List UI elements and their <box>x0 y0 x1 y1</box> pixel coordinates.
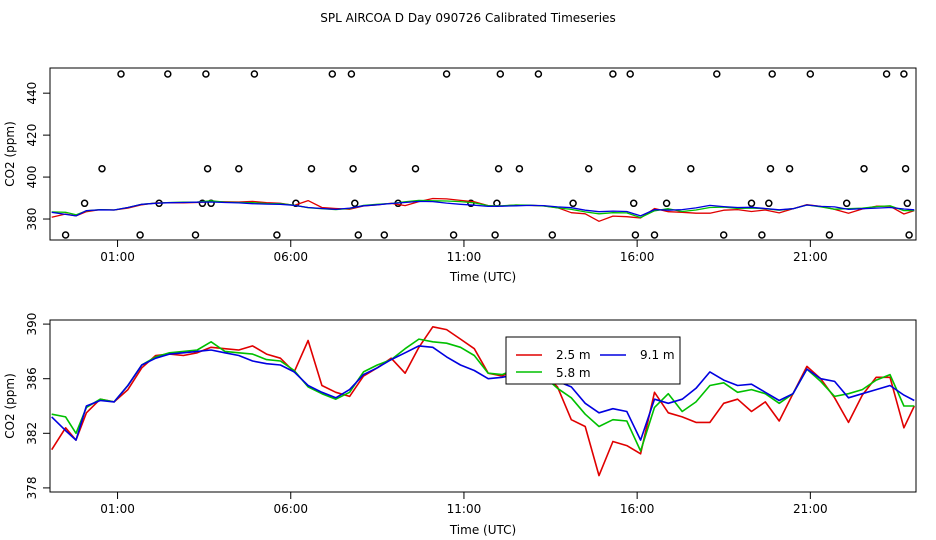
series-line-9-1-m <box>51 345 915 441</box>
series-line-9-1-m <box>51 200 915 217</box>
x-tick-label: 01:00 <box>100 250 135 264</box>
y-tick-label: 420 <box>25 124 39 147</box>
panel-bottom: 01:00 06:00 11:00 16:00 21:00 378 382 386 390 T… <box>3 313 917 537</box>
outlier-point <box>534 70 543 78</box>
outlier-point <box>203 164 212 173</box>
x-tick-label: 21:00 <box>793 250 828 264</box>
y-tick-label: 400 <box>25 166 39 189</box>
y-axis-label-bottom: CO2 (ppm) <box>3 373 17 439</box>
outlier-point <box>629 199 638 208</box>
outlier-point <box>202 70 210 78</box>
outlier-point <box>569 199 577 208</box>
outlier-point <box>61 231 70 239</box>
outlier-point <box>860 164 868 173</box>
series-lines-top <box>51 197 915 222</box>
x-tick-label: 16:00 <box>620 502 655 516</box>
outlier-point <box>758 231 766 239</box>
x-axis-top: 01:00 06:00 11:00 16:00 21:00 <box>100 239 828 264</box>
outlier-point <box>515 164 524 173</box>
outlier-point <box>250 70 259 78</box>
outlier-point <box>235 164 243 173</box>
outlier-point <box>347 70 356 78</box>
legend-label-2-5m: 2.5 m <box>556 348 591 362</box>
outlier-point <box>198 199 207 208</box>
outlier-point <box>842 199 851 208</box>
outlier-point <box>747 199 756 208</box>
series-line-2-5-m <box>51 325 916 477</box>
outlier-point <box>900 70 908 78</box>
outlier-point <box>411 164 420 173</box>
outlier-point <box>496 70 505 78</box>
outlier-point <box>650 231 659 239</box>
outlier-point <box>354 231 363 239</box>
outlier-point <box>98 164 106 173</box>
outlier-point <box>785 164 794 173</box>
x-axis-label-top: Time (UTC) <box>449 270 516 284</box>
outlier-point <box>494 164 503 173</box>
outlier-point <box>905 231 913 239</box>
x-tick-label: 11:00 <box>447 502 482 516</box>
outlier-point <box>628 164 636 173</box>
outlier-point <box>765 199 773 208</box>
series-line-5-8-m <box>51 338 915 452</box>
outlier-point <box>351 199 359 208</box>
legend-box <box>505 336 681 385</box>
plot-frame-top <box>49 67 917 241</box>
y-tick-label: 390 <box>25 313 39 336</box>
outlier-point <box>349 164 357 173</box>
y-tick-label: 380 <box>25 208 39 231</box>
x-axis-bottom: 01:00 06:00 11:00 16:00 21:00 <box>100 491 828 516</box>
outlier-point <box>442 70 451 78</box>
legend-label-9-1m: 9.1 m <box>640 348 675 362</box>
x-axis-label-bottom: Time (UTC) <box>449 523 516 537</box>
y-tick-label: 378 <box>25 476 39 499</box>
outlier-point <box>117 70 125 78</box>
y-tick-label: 382 <box>25 422 39 445</box>
outlier-point <box>164 70 172 78</box>
y-axis-label-top: CO2 (ppm) <box>3 121 17 187</box>
outlier-point <box>631 231 640 239</box>
x-tick-label: 21:00 <box>793 502 828 516</box>
x-tick-label: 11:00 <box>447 250 482 264</box>
outlier-point <box>719 231 728 239</box>
outlier-point <box>626 70 634 78</box>
outlier-point <box>80 199 89 208</box>
x-tick-label: 06:00 <box>273 250 308 264</box>
y-axis-bottom: 378 382 386 390 <box>25 313 51 499</box>
legend-label-5-8m: 5.8 m <box>556 366 591 380</box>
outlier-point <box>328 70 337 78</box>
outlier-points-top <box>61 70 913 239</box>
outlier-point <box>882 70 891 78</box>
outlier-point <box>768 70 776 78</box>
outlier-point <box>548 231 557 239</box>
outlier-point <box>903 199 912 208</box>
outlier-point <box>825 231 834 239</box>
outlier-point <box>901 164 910 173</box>
y-axis-top: 380 400 420 440 <box>25 82 51 231</box>
outlier-point <box>136 231 144 239</box>
y-tick-label: 386 <box>25 367 39 390</box>
x-tick-label: 06:00 <box>273 502 308 516</box>
series-lines-bottom <box>51 325 916 477</box>
outlier-point <box>273 231 281 239</box>
outlier-point <box>380 231 389 239</box>
legend: 2.5 m 9.1 m 5.8 m <box>505 336 681 385</box>
x-tick-label: 16:00 <box>620 250 655 264</box>
outlier-point <box>449 231 458 239</box>
chart-title: SPL AIRCOA D Day 090726 Calibrated Times… <box>320 11 615 25</box>
outlier-point <box>307 164 316 173</box>
outlier-point <box>766 164 775 173</box>
outlier-point <box>713 70 721 78</box>
outlier-point <box>584 164 593 173</box>
outlier-point <box>191 231 200 239</box>
outlier-point <box>609 70 617 78</box>
y-tick-label: 440 <box>25 82 39 105</box>
panel-top: 01:00 06:00 11:00 16:00 21:00 380 400 420 440 T… <box>3 67 917 284</box>
outlier-point <box>806 70 815 78</box>
outlier-point <box>662 199 671 208</box>
x-tick-label: 01:00 <box>100 502 135 516</box>
outlier-point <box>687 164 695 173</box>
outlier-point <box>491 231 499 239</box>
